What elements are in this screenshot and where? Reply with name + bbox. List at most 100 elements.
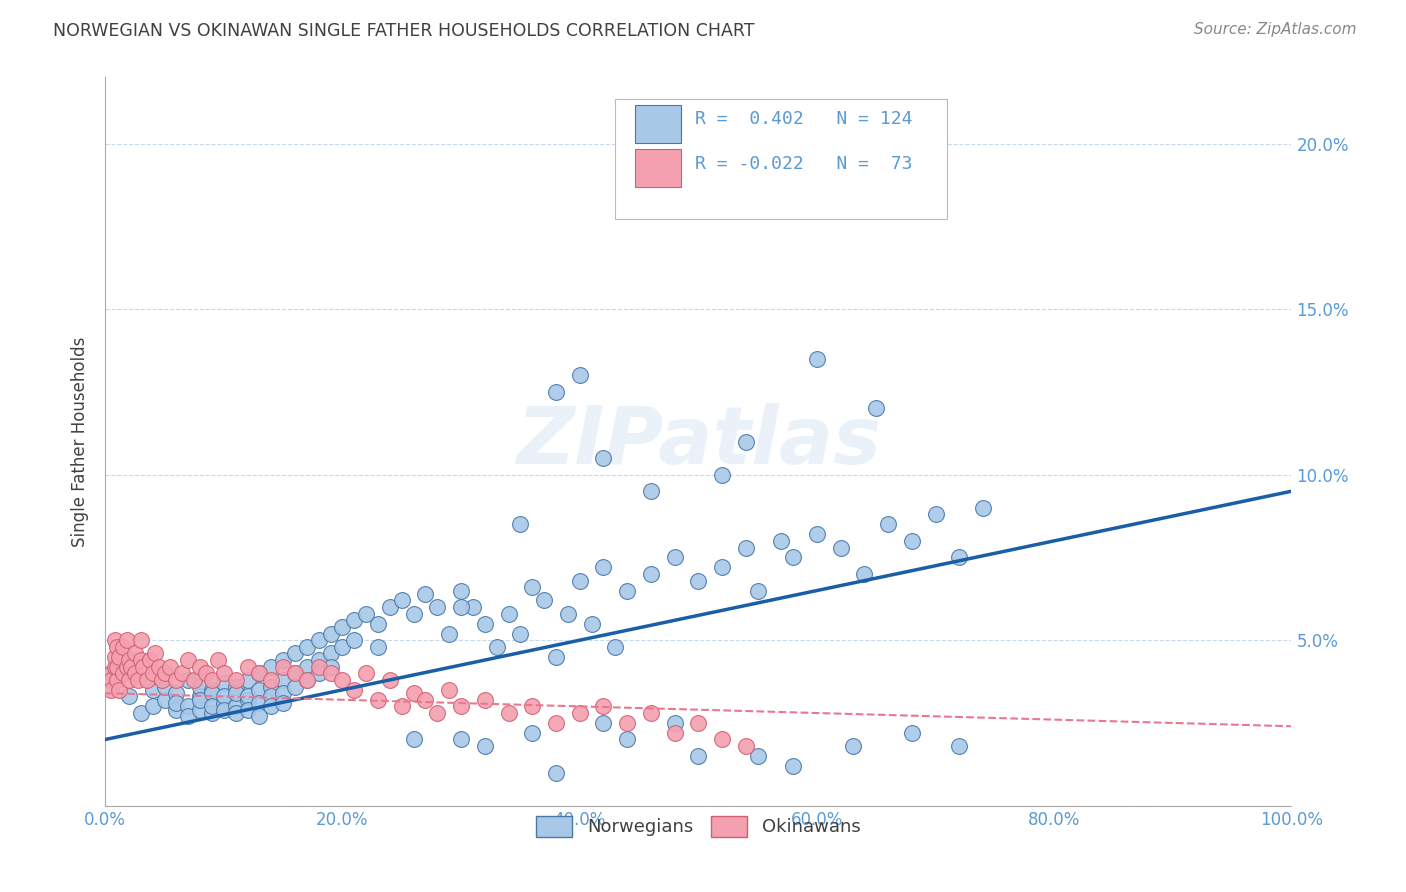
Point	[533, 593, 555, 607]
Text: ZIPatlas: ZIPatlas	[516, 402, 880, 481]
Point	[782, 550, 804, 565]
Point	[148, 659, 170, 673]
Point	[118, 690, 141, 704]
Point	[236, 673, 259, 687]
Point	[592, 451, 614, 466]
Point	[104, 633, 127, 648]
Point	[319, 659, 342, 673]
Point	[426, 600, 449, 615]
Point	[201, 686, 224, 700]
Point	[592, 560, 614, 574]
Point	[640, 484, 662, 499]
Point	[557, 607, 579, 621]
Point	[271, 686, 294, 700]
Point	[295, 640, 318, 654]
Point	[308, 659, 330, 673]
Point	[498, 607, 520, 621]
Point	[770, 533, 793, 548]
Point	[782, 759, 804, 773]
Text: R =  0.402   N = 124: R = 0.402 N = 124	[695, 111, 912, 128]
Point	[212, 690, 235, 704]
Point	[201, 673, 224, 687]
Point	[711, 732, 734, 747]
Point	[177, 673, 200, 687]
Legend: Norwegians, Okinawans: Norwegians, Okinawans	[529, 809, 868, 844]
Point	[260, 680, 283, 694]
Point	[319, 647, 342, 661]
Point	[108, 649, 131, 664]
Point	[284, 647, 307, 661]
Point	[415, 692, 437, 706]
Point	[747, 583, 769, 598]
Point	[474, 739, 496, 753]
Point	[129, 633, 152, 648]
Point	[343, 633, 366, 648]
Point	[201, 706, 224, 720]
Point	[249, 666, 271, 681]
Point	[225, 673, 247, 687]
Point	[129, 653, 152, 667]
Point	[188, 703, 211, 717]
Point	[183, 673, 205, 687]
Point	[249, 709, 271, 723]
Point	[972, 500, 994, 515]
Point	[877, 517, 900, 532]
Point	[129, 706, 152, 720]
Point	[165, 673, 187, 687]
Point	[188, 692, 211, 706]
Point	[111, 640, 134, 654]
Point	[664, 550, 686, 565]
Point	[150, 673, 173, 687]
Point	[260, 699, 283, 714]
Point	[332, 620, 354, 634]
Point	[616, 583, 638, 598]
Point	[225, 706, 247, 720]
Point	[568, 706, 591, 720]
Point	[734, 739, 756, 753]
Point	[354, 607, 377, 621]
Point	[544, 384, 567, 399]
Point	[295, 673, 318, 687]
Point	[343, 682, 366, 697]
Point	[284, 680, 307, 694]
Point	[105, 659, 128, 673]
Point	[295, 659, 318, 673]
Point	[439, 626, 461, 640]
Point	[391, 699, 413, 714]
Point	[188, 680, 211, 694]
Point	[124, 666, 146, 681]
Point	[153, 680, 176, 694]
Point	[367, 616, 389, 631]
Point	[450, 732, 472, 747]
Point	[544, 649, 567, 664]
Point	[159, 659, 181, 673]
Point	[105, 640, 128, 654]
Point	[616, 715, 638, 730]
Point	[308, 653, 330, 667]
Point	[332, 640, 354, 654]
Point	[391, 593, 413, 607]
Point	[415, 587, 437, 601]
Point	[104, 659, 127, 673]
Point	[271, 653, 294, 667]
Point	[544, 765, 567, 780]
Point	[118, 653, 141, 667]
Point	[474, 692, 496, 706]
Point	[284, 666, 307, 681]
Point	[664, 715, 686, 730]
Point	[153, 666, 176, 681]
Point	[201, 699, 224, 714]
Point	[271, 696, 294, 710]
Point	[402, 607, 425, 621]
Point	[426, 706, 449, 720]
Point	[135, 673, 157, 687]
Point	[115, 633, 138, 648]
Point	[100, 673, 122, 687]
Point	[474, 616, 496, 631]
Point	[498, 706, 520, 720]
Point	[688, 749, 710, 764]
Point	[841, 739, 863, 753]
Point	[249, 682, 271, 697]
Point	[108, 682, 131, 697]
Point	[142, 699, 165, 714]
